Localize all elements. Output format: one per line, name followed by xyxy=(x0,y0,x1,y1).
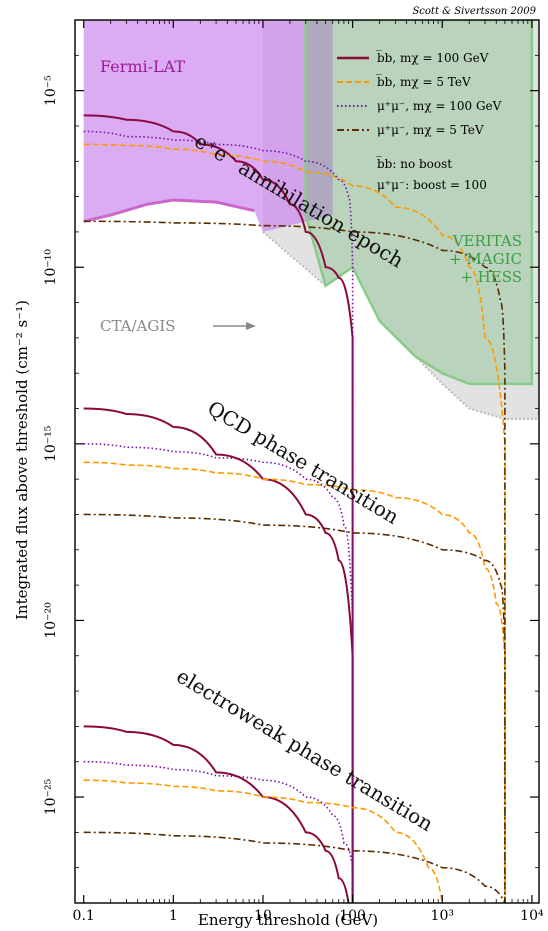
legend-entry: b̅b, mχ = 5 TeV xyxy=(337,73,471,89)
epoch-label-ew: electroweak phase transition xyxy=(172,664,437,836)
legend-note: μ⁺μ⁻: boost = 100 xyxy=(377,178,487,192)
legend-label: μ⁺μ⁻, mχ = 100 GeV xyxy=(377,99,502,113)
series-line xyxy=(83,143,506,903)
legend: b̅b, mχ = 100 GeV b̅b, mχ = 5 TeV μ⁺μ⁻, … xyxy=(337,49,502,192)
axis-ticks: 0.1 1 10 100 10³ 10⁴ 10⁻⁵ 10⁻¹⁰ 10⁻¹⁵ 10⁻²⁰ 10⁻²⁵ xyxy=(43,19,544,924)
legend-note: b̅b: no boost xyxy=(376,155,452,171)
magic-label: + MAGIC xyxy=(449,250,522,268)
x-tick-label: 100 xyxy=(339,908,366,924)
y-tick-label: 10⁻²⁰ xyxy=(43,602,59,639)
fermi-lat-label: Fermi-LAT xyxy=(100,57,185,76)
cta-arrow-head xyxy=(246,322,256,330)
series-line xyxy=(83,513,506,903)
series-line xyxy=(83,760,354,903)
x-tick-label: 10⁴ xyxy=(520,908,544,924)
series-lines xyxy=(83,114,506,903)
credit-label: Scott & Sivertsson 2009 xyxy=(412,6,536,17)
series-line xyxy=(83,461,506,903)
legend-entry: μ⁺μ⁻, mχ = 5 TeV xyxy=(337,123,484,137)
series-line xyxy=(83,220,506,903)
region-fermi-lat-edge xyxy=(83,198,255,223)
y-axis-label: Integrated flux above threshold (cm⁻² s⁻… xyxy=(13,300,31,620)
plot-frame xyxy=(74,19,540,904)
x-tick-label: 0.1 xyxy=(73,908,95,924)
x-tick-label: 10 xyxy=(254,908,272,924)
region-fermi-lat xyxy=(83,20,333,232)
legend-label: b̅b, mχ = 5 TeV xyxy=(376,73,471,89)
y-tick-label: 10⁻⁵ xyxy=(43,75,59,106)
hess-label: + HESS xyxy=(460,268,522,286)
x-axis-label: Energy threshold (GeV) xyxy=(198,911,378,929)
y-tick-label: 10⁻²⁵ xyxy=(43,778,59,815)
legend-entry: b̅b, mχ = 100 GeV xyxy=(337,49,489,65)
legend-entry: μ⁺μ⁻, mχ = 100 GeV xyxy=(337,99,502,113)
y-tick-label: 10⁻¹⁰ xyxy=(43,249,59,286)
legend-label: b̅b, mχ = 100 GeV xyxy=(376,49,489,65)
x-tick-label: 10³ xyxy=(431,908,454,924)
x-tick-label: 1 xyxy=(169,908,178,924)
series-line xyxy=(83,407,354,903)
legend-label: μ⁺μ⁻, mχ = 5 TeV xyxy=(377,123,484,137)
veritas-label: VERITAS xyxy=(452,232,522,250)
y-tick-label: 10⁻¹⁵ xyxy=(43,425,59,462)
cta-agis-label: CTA/AGIS xyxy=(100,317,176,335)
series-line xyxy=(83,831,506,903)
region-veritas-magic-hess xyxy=(304,20,534,386)
coverage-regions xyxy=(83,20,539,421)
series-line xyxy=(83,779,444,903)
